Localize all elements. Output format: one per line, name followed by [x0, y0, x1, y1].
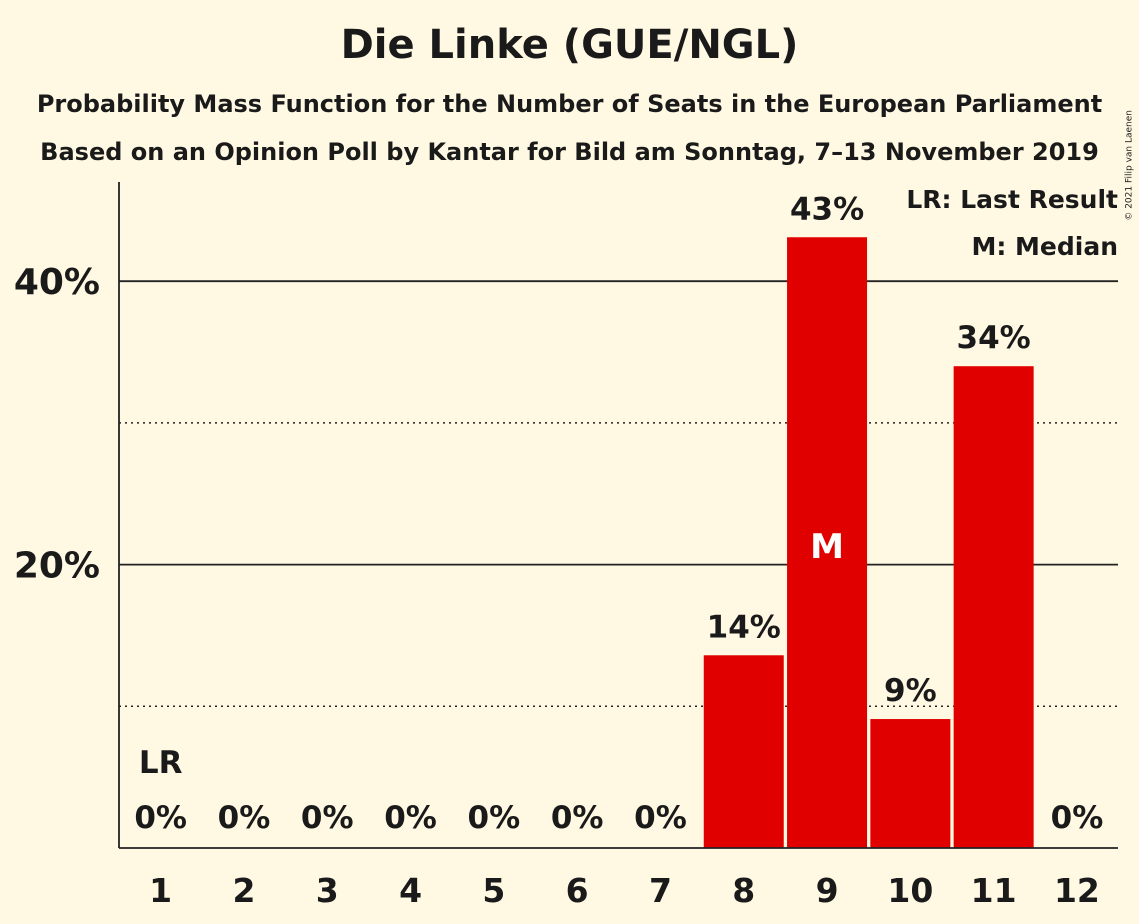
- x-tick-label: 7: [649, 871, 672, 910]
- x-tick-label: 9: [816, 871, 839, 910]
- legend-median: M: Median: [971, 232, 1118, 261]
- chart-subtitle: Probability Mass Function for the Number…: [36, 90, 1103, 118]
- x-tick-label: 12: [1054, 871, 1100, 910]
- x-tick-label: 2: [232, 871, 255, 910]
- x-tick-label: 8: [732, 871, 755, 910]
- data-label-3: 0%: [301, 800, 354, 836]
- data-label-6: 0%: [551, 800, 604, 836]
- x-tick-label: 10: [887, 871, 933, 910]
- x-tick-label: 5: [482, 871, 505, 910]
- bar-9: [787, 237, 868, 849]
- y-tick-label: 40%: [14, 262, 100, 303]
- last-result-marker: LR: [139, 745, 183, 781]
- x-tick-label: 1: [149, 871, 172, 910]
- bar-10: [870, 719, 951, 848]
- data-label-1: 0%: [134, 800, 187, 836]
- median-marker: M: [810, 527, 844, 567]
- data-label-11: 34%: [957, 320, 1031, 356]
- data-label-8: 14%: [707, 609, 781, 645]
- data-label-10: 9%: [884, 673, 937, 709]
- data-label-4: 0%: [384, 800, 437, 836]
- data-label-5: 0%: [468, 800, 521, 836]
- data-label-2: 0%: [218, 800, 271, 836]
- data-label-7: 0%: [634, 800, 687, 836]
- data-label-9: 43%: [790, 191, 864, 227]
- chart-title: Die Linke (GUE/NGL): [340, 22, 799, 68]
- bar-11: [953, 366, 1034, 848]
- x-tick-label: 6: [566, 871, 589, 910]
- x-tick-label: 11: [971, 871, 1017, 910]
- x-tick-label: 3: [316, 871, 339, 910]
- chart-source-note: Based on an Opinion Poll by Kantar for B…: [40, 138, 1099, 166]
- bar-8: [703, 655, 784, 848]
- data-label-12: 0%: [1051, 800, 1104, 836]
- legend-last-result: LR: Last Result: [906, 185, 1118, 214]
- y-tick-label: 20%: [14, 546, 100, 587]
- x-tick-label: 4: [399, 871, 422, 910]
